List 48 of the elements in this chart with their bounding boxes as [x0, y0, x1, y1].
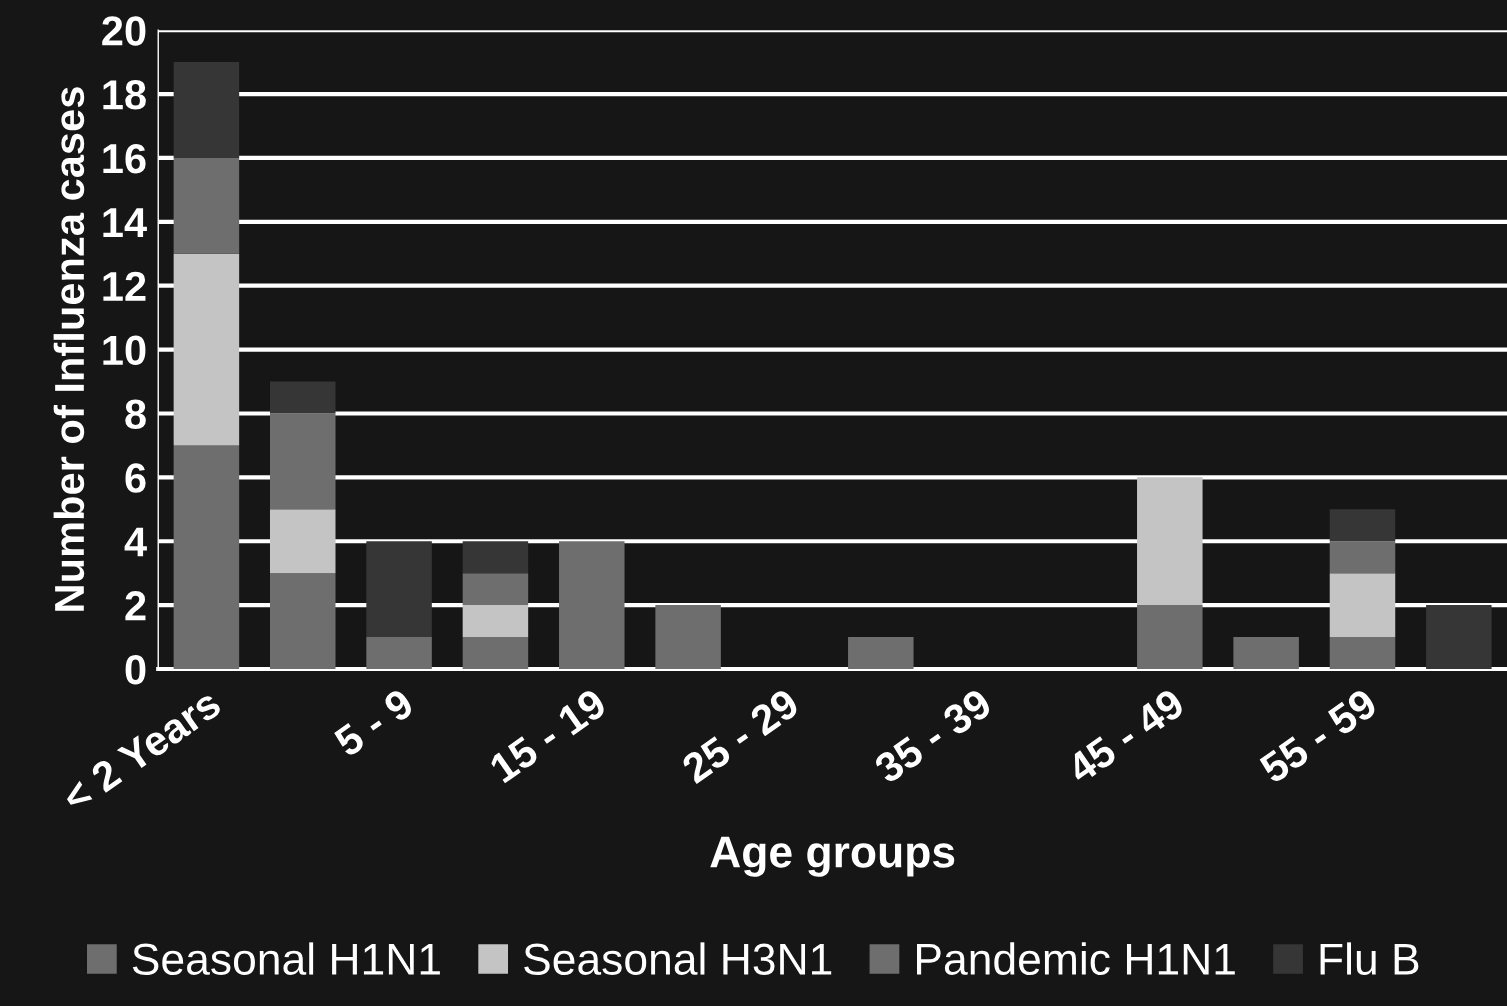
bar	[269, 573, 336, 669]
y-tick-label: 6	[125, 463, 146, 493]
bar	[655, 605, 721, 669]
bar	[173, 445, 240, 669]
bar	[173, 157, 240, 254]
bar	[848, 637, 914, 669]
bar	[1329, 509, 1396, 542]
y-tick-label: 12	[103, 271, 146, 301]
y-axis-title: Number of Influenza cases	[53, 87, 85, 611]
bar	[462, 573, 529, 606]
x-tick-label: 5 - 9	[332, 687, 416, 758]
x-tick-label: 25 - 29	[680, 687, 801, 785]
legend-label: Seasonal H1N1	[132, 942, 440, 975]
bar	[462, 605, 529, 638]
x-axis-title: Age groups	[710, 836, 955, 877]
bar	[366, 541, 432, 638]
y-tick-label: 10	[103, 335, 146, 366]
x-tick-label: 15 - 19	[488, 687, 609, 784]
bar	[462, 637, 529, 669]
bar	[269, 509, 336, 574]
y-tick-label: 4	[124, 527, 147, 557]
bar	[269, 381, 336, 414]
bar	[1426, 605, 1492, 669]
y-tick-label: 8	[125, 399, 146, 429]
y-tick-label: 2	[125, 591, 146, 621]
y-tick-label: 0	[125, 654, 146, 685]
x-tick-label: 35 - 39	[872, 687, 994, 785]
bar	[559, 541, 625, 669]
legend-label: Pandemic H1N1	[917, 942, 1235, 975]
bar	[1233, 637, 1299, 669]
bar	[1329, 637, 1396, 669]
bar	[269, 413, 336, 510]
legend-label: Seasonal H3N1	[524, 942, 832, 975]
y-tick-label: 16	[103, 143, 146, 174]
bar	[462, 541, 529, 574]
bar	[1137, 477, 1203, 606]
x-tick-label: 55 - 59	[1257, 687, 1379, 785]
bar	[366, 637, 432, 669]
bar	[1329, 541, 1396, 574]
bar	[1329, 573, 1396, 638]
bar	[173, 62, 240, 158]
bar	[173, 253, 240, 446]
bar	[1137, 605, 1203, 669]
y-tick-label: 14	[103, 208, 147, 237]
x-tick-label: 45 - 49	[1064, 687, 1187, 785]
legend-label: Flu B	[1320, 942, 1419, 975]
y-tick-label: 18	[103, 80, 146, 110]
y-tick-label: 20	[102, 16, 146, 46]
